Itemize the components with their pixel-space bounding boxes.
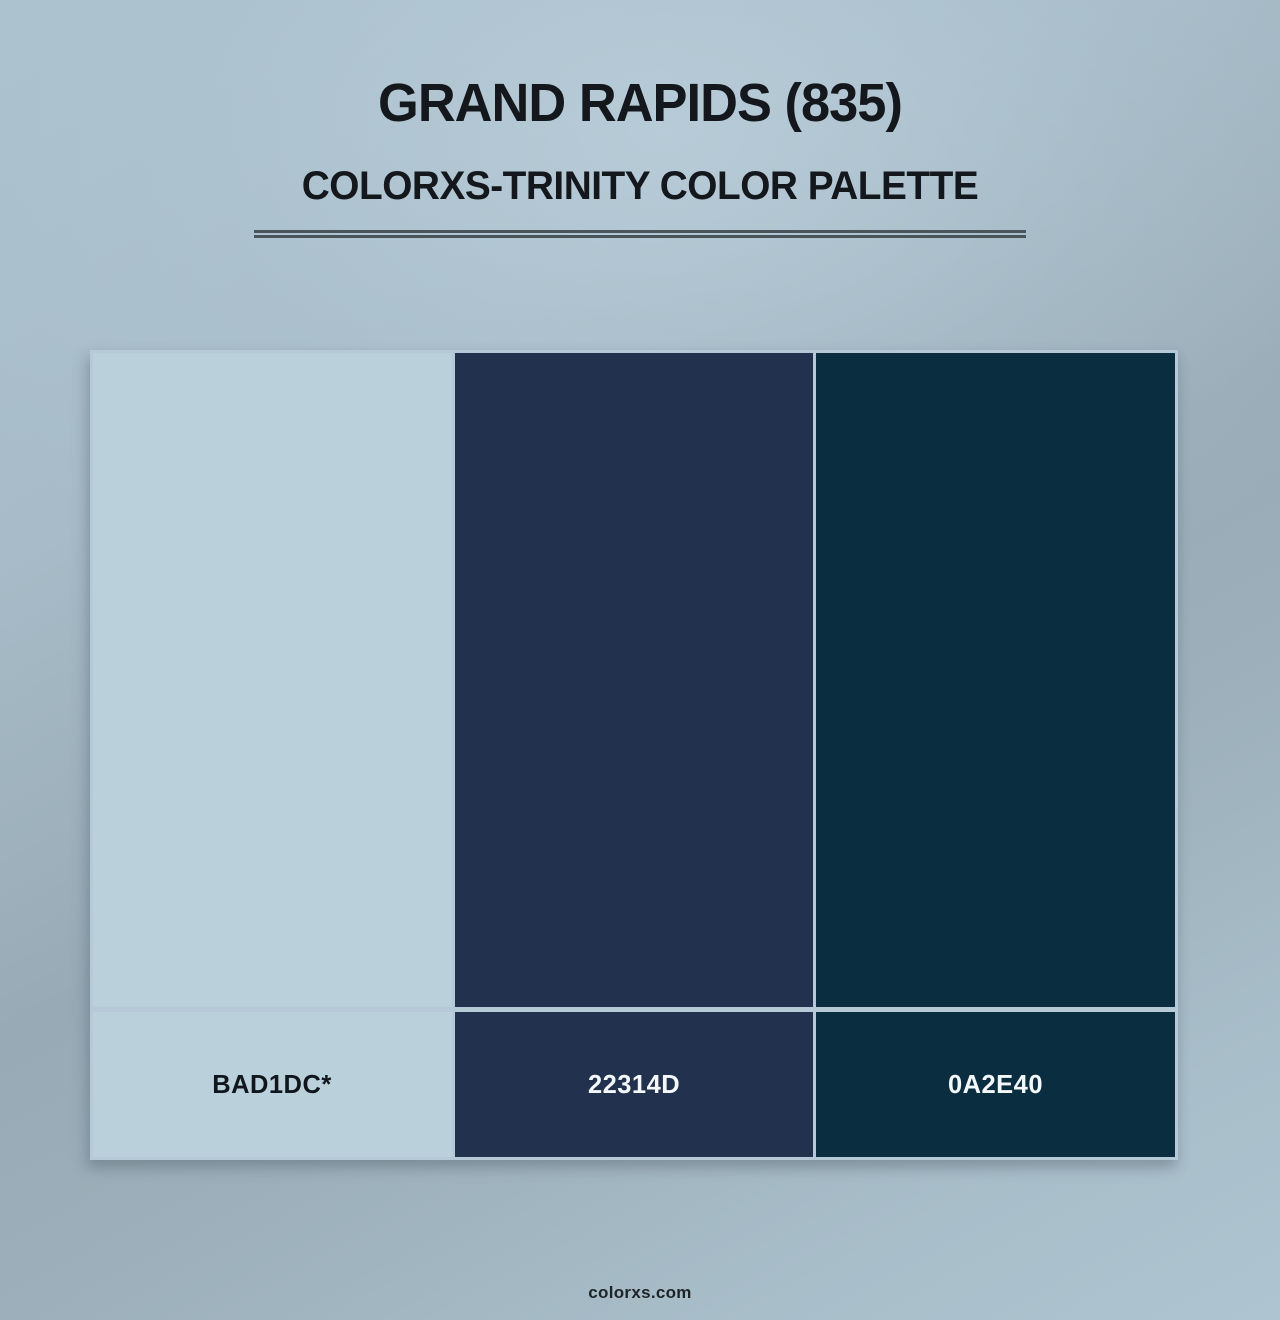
footer-site-url: colorxs.com: [588, 1283, 692, 1302]
page-title: GRAND RAPIDS (835): [378, 73, 903, 133]
swatch-hex-label-2: 22314D: [587, 1069, 681, 1099]
swatch-main-2: [454, 353, 814, 1007]
page-subtitle: COLORXS-TRINITY COLOR PALETTE: [301, 164, 979, 208]
swatch-label-box-1: BAD1DC*: [93, 1012, 452, 1157]
swatch-main-1: [93, 353, 452, 1007]
palette-grid: BAD1DC* 22314D 0A2E40: [90, 350, 1178, 1160]
double-rule-divider: [254, 230, 1026, 238]
swatch-hex-label-3: 0A2E40: [948, 1069, 1044, 1099]
swatch-label-box-2: 22314D: [454, 1012, 814, 1157]
swatch-hex-label-1: BAD1DC*: [212, 1069, 333, 1099]
swatch-main-3: [816, 353, 1175, 1007]
swatch-label-box-3: 0A2E40: [816, 1012, 1175, 1157]
